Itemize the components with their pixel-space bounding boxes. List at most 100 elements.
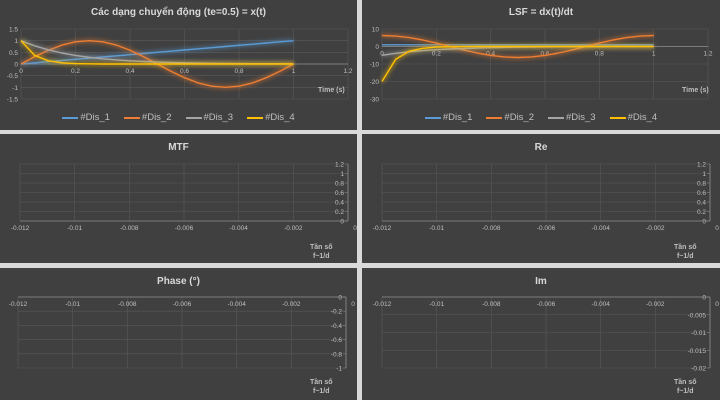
x-tick-label: 1.2: [703, 51, 712, 58]
y-tick-label: -1: [12, 85, 18, 92]
chart-title: Im: [535, 276, 547, 287]
chart-re[interactable]: 0 0.2 0.4 0.6 0.8 1 1.2 -0.012 -0.01 -0.008 -0.006…: [362, 134, 720, 263]
legend: #Dis_1 #Dis_2 #Dis_3 #Dis_4: [0, 112, 357, 123]
x-tick-label: 0: [351, 301, 355, 308]
legend-item: #Dis_1: [424, 112, 473, 123]
legend-item: #Dis_3: [548, 112, 596, 123]
y-tick-label: 10: [372, 27, 380, 34]
x-tick-label: 0: [715, 225, 719, 232]
x-axis-title: Time (s): [318, 87, 345, 94]
x-tick-label: -0.012: [373, 301, 392, 308]
x-tick-label: 1: [292, 68, 296, 75]
y-tick-label: -10: [370, 62, 380, 69]
x-tick-label: -0.01: [67, 225, 82, 232]
chart-title: Phase (°): [157, 276, 200, 287]
x-axis-title: Tần số f~1/d: [674, 243, 697, 261]
x-tick-label: 0.6: [180, 68, 189, 75]
x-tick-label: -0.002: [282, 301, 301, 308]
y-tick-label: -0.6: [331, 337, 343, 344]
x-axis-title-line: Tần số: [674, 379, 697, 386]
x-tick-label: 0.8: [595, 51, 604, 58]
x-tick-label: 0.8: [234, 68, 243, 75]
x-tick-label: 1: [652, 51, 656, 58]
x-axis-title-line: Tần số: [310, 244, 333, 251]
x-tick-label: 0.2: [71, 68, 80, 75]
legend-item: #Dis_2: [123, 112, 172, 123]
x-tick-label: -0.004: [591, 225, 610, 232]
x-tick-label: -0.004: [229, 225, 248, 232]
plot-area: 0 0.2 0.4 0.6 0.8 1 1.2 -0.012 -0.01 -0.008 -0.006…: [11, 162, 357, 233]
x-axis-title: Tần số f~1/d: [674, 378, 697, 396]
legend-label: #Dis_4: [627, 112, 658, 123]
y-tick-label: 0: [14, 62, 18, 69]
legend-item: #Dis_4: [609, 112, 658, 123]
legend-label: #Dis_3: [203, 112, 234, 123]
y-tick-label: 0.4: [335, 200, 344, 207]
x-axis-title: Tần số f~1/d: [310, 378, 333, 396]
y-tick-label: -0.4: [331, 323, 343, 330]
series-line-dis_1: [20, 40, 294, 65]
chart-title: LSF = dx(t)/dt: [508, 7, 574, 18]
x-tick-label: 0: [19, 68, 23, 75]
y-tick-label: 0: [340, 219, 344, 226]
x-tick-label: -0.006: [173, 301, 192, 308]
legend-label: #Dis_2: [504, 112, 534, 123]
x-axis-title-line: Tần số: [674, 244, 697, 251]
y-tick-label: -0.015: [688, 348, 707, 355]
y-tick-label: -0.2: [331, 309, 343, 316]
y-tick-label: -0.02: [691, 366, 706, 373]
chart-phase[interactable]: -1 -0.8 -0.6 -0.4 -0.2 0 -0.012 -0.01 -0.008 -0.0…: [0, 268, 357, 400]
x-tick-label: -0.004: [227, 301, 246, 308]
x-axis-title: Time (s): [682, 87, 709, 94]
legend-label: #Dis_3: [566, 112, 596, 123]
y-tick-label: -0.01: [691, 330, 706, 337]
x-tick-label: 0: [353, 225, 357, 232]
x-axis-title: Tần số f~1/d: [310, 243, 333, 261]
y-tick-label: 0.6: [335, 190, 344, 197]
x-tick-label: 0.4: [125, 68, 134, 75]
x-tick-label: -0.006: [537, 225, 556, 232]
series-line-dis_4: [20, 40, 294, 65]
legend: #Dis_1 #Dis_2 #Dis_3 #Dis_4: [362, 112, 720, 123]
plot-area: -1.5-1-0.500.511.50 0.2 0.4 0.6 0.8 1 1.2: [7, 27, 353, 104]
y-tick-label: 0: [338, 295, 342, 302]
series-line-dis_2: [381, 34, 654, 59]
y-tick-label: 1: [340, 171, 344, 178]
chart-displacement[interactable]: -1.5 -1 -0.5 0 0.5 1 1.5 0 0.2 0.4 0.6 0.8 1 1.2 Các …: [0, 0, 357, 130]
y-tick-label: 1.2: [335, 162, 344, 169]
plot-area: 0 0.2 0.4 0.6 0.8 1 1.2 -0.012 -0.01 -0.008 -0.006…: [373, 162, 719, 233]
y-tick-label: 1.5: [9, 27, 18, 34]
y-tick-label: 0.4: [697, 200, 706, 207]
x-tick-label: -0.008: [118, 301, 137, 308]
x-axis-title-line: f~1/d: [677, 388, 694, 395]
y-tick-label: 0: [375, 44, 379, 51]
y-tick-label: -1: [336, 366, 342, 373]
x-tick-label: 0.2: [432, 51, 441, 58]
y-tick-label: 1: [14, 38, 18, 45]
x-tick-label: -0.012: [373, 225, 392, 232]
chart-im[interactable]: -0.02 -0.015 -0.01 -0.005 0 -0.012 -0.01 -0.008…: [362, 268, 720, 400]
chart-title: Các dạng chuyển động (te=0.5) = x(t): [90, 7, 267, 18]
y-tick-label: -0.005: [688, 312, 707, 319]
y-tick-label: 0.8: [335, 181, 344, 188]
x-axis-title-line: f~1/d: [313, 253, 330, 260]
chart-lsf[interactable]: -30 -20 -10 0 10 0 0.2 0.4 0.6 0.8 1 1.2 LSF = dx(t…: [362, 0, 720, 130]
y-tick-label: -30: [370, 97, 380, 104]
x-axis-title-line: Tần số: [310, 379, 333, 386]
legend-label: #Dis_1: [442, 112, 473, 123]
x-tick-label: -0.002: [284, 225, 303, 232]
legend-item: #Dis_3: [185, 112, 234, 123]
x-tick-label: -0.008: [482, 301, 501, 308]
plot-area: -1 -0.8 -0.6 -0.4 -0.2 0 -0.012 -0.01 -0.008 -0.0…: [9, 295, 355, 373]
x-tick-label: -0.012: [11, 225, 30, 232]
x-tick-label: -0.006: [175, 225, 194, 232]
y-tick-label: -0.5: [7, 73, 19, 80]
chart-mtf[interactable]: 0 0.2 0.4 0.6 0.8 1 1.2 -0.012 -0.01 -0.008 -0.006…: [0, 134, 357, 263]
chart-title: MTF: [168, 142, 189, 153]
x-axis-title-line: f~1/d: [677, 253, 694, 260]
x-tick-label: 1.2: [343, 68, 352, 75]
y-tick-label: -0.8: [331, 351, 343, 358]
legend-item: #Dis_4: [247, 112, 295, 123]
y-tick-label: 0: [702, 295, 706, 302]
